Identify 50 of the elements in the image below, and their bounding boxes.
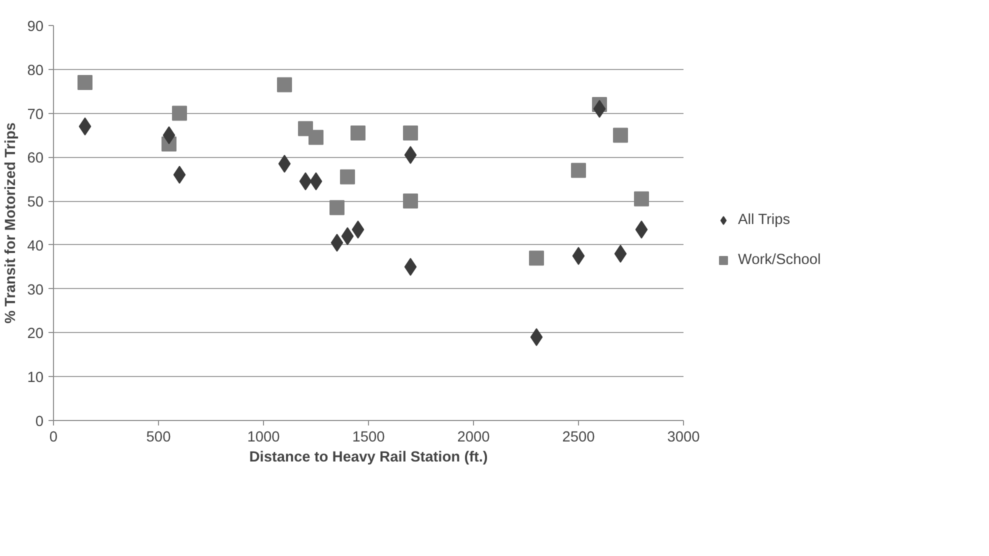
point bbox=[330, 234, 344, 252]
legend-label: All Trips bbox=[738, 212, 790, 228]
point bbox=[341, 227, 354, 246]
point bbox=[403, 126, 418, 141]
point bbox=[613, 128, 628, 143]
y-tick-label: 90 bbox=[27, 19, 44, 35]
point bbox=[330, 200, 344, 216]
y-tick-label: 30 bbox=[27, 282, 44, 298]
point bbox=[172, 106, 187, 121]
y-tick-label: 0 bbox=[35, 414, 44, 430]
point bbox=[308, 130, 324, 145]
x-tick-label: 2000 bbox=[457, 430, 490, 446]
y-tick-label: 70 bbox=[27, 106, 44, 123]
x-tick-label: 1000 bbox=[247, 430, 280, 446]
point bbox=[593, 100, 606, 118]
x-axis-title: Distance to Heavy Rail Station (ft.) bbox=[249, 450, 488, 466]
point bbox=[530, 328, 543, 346]
point bbox=[634, 191, 649, 206]
y-tick-label: 10 bbox=[27, 370, 44, 386]
point bbox=[352, 220, 364, 239]
y-tick-label: 50 bbox=[27, 194, 44, 211]
point bbox=[404, 146, 417, 164]
y-tick-label: 20 bbox=[27, 326, 44, 342]
point bbox=[571, 162, 586, 178]
point bbox=[350, 126, 366, 141]
y-axis-title: % Transit for Motorized Trips bbox=[3, 122, 20, 324]
point bbox=[310, 172, 322, 190]
x-tick-label: 1500 bbox=[352, 430, 385, 446]
y-tick-label: 80 bbox=[27, 62, 44, 79]
point bbox=[572, 246, 585, 265]
point bbox=[299, 172, 312, 190]
x-tick-label: 3000 bbox=[667, 430, 700, 446]
point bbox=[404, 258, 417, 276]
point bbox=[78, 117, 92, 136]
point bbox=[635, 220, 648, 239]
y-tick-label: 60 bbox=[27, 150, 44, 167]
point bbox=[277, 77, 292, 92]
x-tick-label: 0 bbox=[49, 430, 58, 446]
point bbox=[403, 194, 418, 209]
y-tick-label: 40 bbox=[27, 238, 44, 254]
point bbox=[278, 154, 291, 173]
point bbox=[173, 166, 186, 184]
point bbox=[529, 250, 544, 266]
point bbox=[340, 169, 355, 184]
x-tick-label: 2500 bbox=[562, 430, 595, 446]
point bbox=[78, 75, 92, 90]
x-tick-label: 500 bbox=[146, 430, 171, 446]
point bbox=[162, 126, 176, 144]
legend-label: Work/School bbox=[738, 252, 821, 268]
point bbox=[614, 244, 627, 263]
